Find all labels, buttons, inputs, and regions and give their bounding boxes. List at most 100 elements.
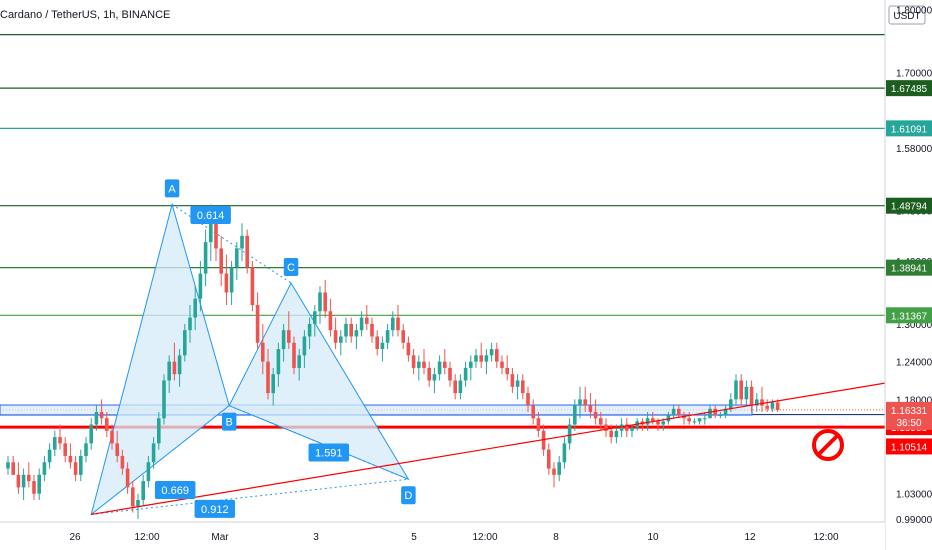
point-b-label: B bbox=[226, 417, 233, 429]
candle-body bbox=[573, 405, 577, 425]
candle-body bbox=[276, 349, 281, 375]
chart-title: Cardano / TetherUS, 1h, BINANCE bbox=[0, 9, 171, 21]
current-price-label: 1.16331 bbox=[891, 406, 928, 417]
time-tick-label: 8 bbox=[553, 532, 559, 543]
candle-body bbox=[297, 355, 301, 368]
candle-body bbox=[131, 487, 135, 507]
candle-body bbox=[770, 402, 775, 409]
candle-body bbox=[463, 367, 468, 381]
candle-body bbox=[729, 399, 733, 409]
candle-body bbox=[313, 311, 317, 324]
candle-body bbox=[151, 443, 156, 463]
candle-body bbox=[760, 399, 764, 406]
candle-body bbox=[302, 336, 307, 356]
candle-body bbox=[536, 418, 541, 431]
candle-body bbox=[495, 349, 499, 362]
candle-body bbox=[354, 330, 359, 337]
candle-body bbox=[666, 415, 671, 422]
price-tick-label: 1.80000 bbox=[896, 5, 932, 16]
candle-body bbox=[749, 386, 754, 406]
candle-body bbox=[323, 292, 327, 312]
candle-body bbox=[141, 481, 145, 500]
pattern-triangle-xab bbox=[90, 202, 230, 516]
candle-body bbox=[37, 474, 41, 494]
ratio-xd-label: 0.912 bbox=[201, 504, 229, 516]
candle-body bbox=[671, 408, 676, 416]
candle-body bbox=[21, 474, 26, 488]
candle-body bbox=[531, 405, 535, 419]
candle-body bbox=[734, 380, 738, 400]
candle-body bbox=[255, 305, 260, 343]
candle-body bbox=[349, 323, 353, 337]
candle-body bbox=[505, 367, 509, 375]
point-a-label: A bbox=[168, 183, 176, 195]
candle-body bbox=[391, 317, 395, 331]
candle-body bbox=[708, 408, 712, 419]
candle-body bbox=[692, 421, 697, 423]
pattern-dotted-ac bbox=[171, 203, 292, 284]
candle-body bbox=[53, 437, 57, 450]
time-tick-label: 12:00 bbox=[813, 532, 838, 543]
candle-body bbox=[146, 462, 151, 482]
candle-body bbox=[188, 317, 192, 331]
candle-body bbox=[110, 430, 114, 444]
candle-body bbox=[526, 393, 530, 406]
candle-body bbox=[167, 361, 171, 381]
range-box bbox=[0, 404, 753, 416]
time-tick-label: Mar bbox=[211, 532, 229, 543]
candle-body bbox=[245, 235, 249, 268]
candle-body bbox=[281, 330, 286, 350]
candle-body bbox=[198, 273, 203, 299]
point-c-label-bg bbox=[283, 258, 299, 277]
countdown-label: 36:50 bbox=[896, 418, 921, 429]
candle-body bbox=[120, 455, 125, 469]
candle-body bbox=[718, 415, 723, 417]
candle-body bbox=[427, 367, 431, 381]
price-axis[interactable]: USDT1.800001.700001.580001.480001.400001… bbox=[884, 0, 932, 550]
candle-body bbox=[713, 408, 717, 416]
candle-body bbox=[73, 462, 78, 475]
candle-body bbox=[557, 462, 561, 475]
time-tick-label: 26 bbox=[69, 532, 81, 543]
candle-body bbox=[370, 323, 374, 337]
candle-body bbox=[755, 399, 759, 406]
candle-body bbox=[619, 424, 624, 431]
candle-body bbox=[261, 342, 265, 362]
candle-body bbox=[401, 330, 405, 343]
candle-body bbox=[47, 449, 52, 463]
candle-body bbox=[214, 223, 218, 249]
ratio-xa-ab-label: 0.614 bbox=[197, 210, 225, 222]
candle-body bbox=[396, 317, 400, 331]
trendline[interactable] bbox=[91, 382, 886, 516]
candle-body bbox=[193, 298, 197, 318]
candle-body bbox=[417, 361, 421, 368]
candle-body bbox=[339, 336, 343, 343]
candle-body bbox=[765, 405, 769, 409]
point-a-label-bg bbox=[164, 179, 180, 198]
candle-body bbox=[604, 424, 608, 431]
candle-body bbox=[172, 361, 177, 375]
ratio-xb-label-bg bbox=[154, 481, 196, 500]
candle-body bbox=[11, 462, 15, 475]
candle-body bbox=[318, 292, 322, 312]
time-tick-label: 12:00 bbox=[472, 532, 497, 543]
candle-body bbox=[235, 248, 239, 268]
candle-body bbox=[562, 443, 567, 463]
candle-body bbox=[115, 443, 119, 456]
candle-body bbox=[307, 323, 312, 337]
candle-body bbox=[365, 317, 369, 324]
price-tick-label: 1.58000 bbox=[896, 144, 932, 155]
time-tick-label: 10 bbox=[647, 532, 659, 543]
ratio-bd-label: 1.591 bbox=[315, 447, 343, 459]
candle-body bbox=[411, 355, 416, 368]
harmonic-pattern bbox=[90, 202, 410, 516]
candle-body bbox=[744, 386, 749, 400]
candle-body bbox=[333, 330, 338, 343]
candle-body bbox=[723, 408, 728, 416]
point-d-label: D bbox=[404, 490, 412, 502]
time-axis[interactable]: 26 12:00 Mar 3 5 12:00 8 10 12 12:00 bbox=[0, 521, 885, 550]
candle-body bbox=[240, 235, 244, 249]
candle-body bbox=[593, 411, 598, 419]
candle-body bbox=[479, 355, 483, 362]
